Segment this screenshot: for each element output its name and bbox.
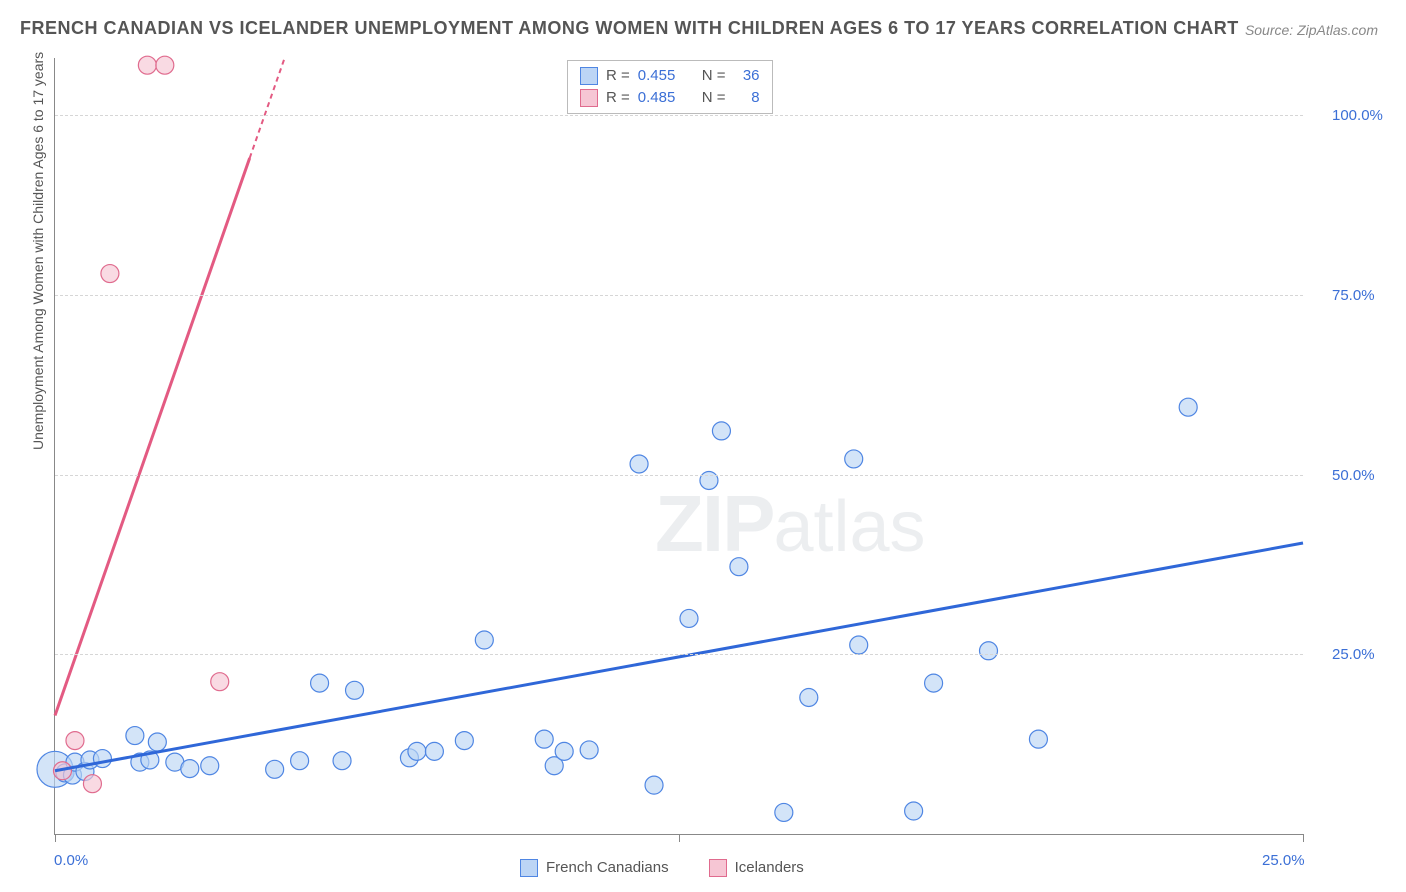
legend-n-value: 8: [736, 87, 760, 109]
data-point: [83, 775, 101, 793]
gridline: [55, 295, 1303, 296]
plot-area: ZIPatlas: [54, 58, 1303, 835]
data-point: [925, 674, 943, 692]
data-point: [580, 741, 598, 759]
data-point: [181, 760, 199, 778]
y-tick-label: 100.0%: [1332, 107, 1383, 124]
data-point: [346, 681, 364, 699]
data-point: [850, 636, 868, 654]
plot-svg: [55, 58, 1303, 834]
data-point: [535, 730, 553, 748]
gridline: [55, 475, 1303, 476]
x-tick-mark: [679, 834, 680, 842]
x-tick-mark: [1303, 834, 1304, 842]
correlation-legend: R = 0.455 N = 36 R = 0.485 N = 8: [567, 60, 773, 114]
data-point: [266, 760, 284, 778]
data-point: [1029, 730, 1047, 748]
data-point: [630, 455, 648, 473]
data-point: [730, 558, 748, 576]
legend-label: Icelanders: [735, 859, 804, 876]
legend-row: R = 0.485 N = 8: [580, 87, 760, 109]
legend-r-value: 0.485: [638, 87, 688, 109]
y-axis-label: Unemployment Among Women with Children A…: [30, 52, 46, 450]
legend-n-value: 36: [736, 65, 760, 87]
data-point: [311, 674, 329, 692]
legend-n-label: N =: [702, 87, 726, 109]
chart-title: FRENCH CANADIAN VS ICELANDER UNEMPLOYMEN…: [20, 18, 1239, 39]
x-tick-mark: [55, 834, 56, 842]
trend-line-extrapolated: [250, 58, 285, 158]
data-point: [455, 732, 473, 750]
trend-line: [55, 543, 1303, 771]
data-point: [645, 776, 663, 794]
data-point: [1179, 398, 1197, 416]
gridline: [55, 115, 1303, 116]
legend-r-value: 0.455: [638, 65, 688, 87]
legend-r-label: R =: [606, 87, 630, 109]
data-point: [333, 752, 351, 770]
data-point: [66, 732, 84, 750]
data-point: [680, 609, 698, 627]
data-point: [201, 757, 219, 775]
legend-swatch: [709, 859, 727, 877]
legend-row: R = 0.455 N = 36: [580, 65, 760, 87]
data-point: [775, 803, 793, 821]
data-point: [475, 631, 493, 649]
data-point: [138, 56, 156, 74]
data-point: [905, 802, 923, 820]
data-point: [555, 742, 573, 760]
data-point: [148, 733, 166, 751]
data-point: [712, 422, 730, 440]
data-point: [126, 727, 144, 745]
y-tick-label: 75.0%: [1332, 287, 1375, 304]
legend-item: French Canadians: [520, 859, 669, 877]
legend-swatch: [520, 859, 538, 877]
data-point: [101, 265, 119, 283]
data-point: [211, 673, 229, 691]
x-tick-label: 0.0%: [54, 852, 88, 869]
series-legend: French Canadians Icelanders: [520, 859, 804, 877]
y-tick-label: 25.0%: [1332, 646, 1375, 663]
data-point: [425, 742, 443, 760]
y-tick-label: 50.0%: [1332, 467, 1375, 484]
data-point: [845, 450, 863, 468]
data-point: [980, 642, 998, 660]
data-point: [800, 688, 818, 706]
legend-swatch: [580, 67, 598, 85]
trend-line: [55, 158, 250, 715]
legend-item: Icelanders: [709, 859, 804, 877]
data-point: [93, 750, 111, 768]
legend-swatch: [580, 89, 598, 107]
data-point: [408, 742, 426, 760]
source-attribution: Source: ZipAtlas.com: [1245, 22, 1378, 38]
legend-n-label: N =: [702, 65, 726, 87]
data-point: [291, 752, 309, 770]
legend-label: French Canadians: [546, 859, 669, 876]
legend-r-label: R =: [606, 65, 630, 87]
data-point: [156, 56, 174, 74]
x-tick-label: 25.0%: [1262, 852, 1305, 869]
gridline: [55, 654, 1303, 655]
